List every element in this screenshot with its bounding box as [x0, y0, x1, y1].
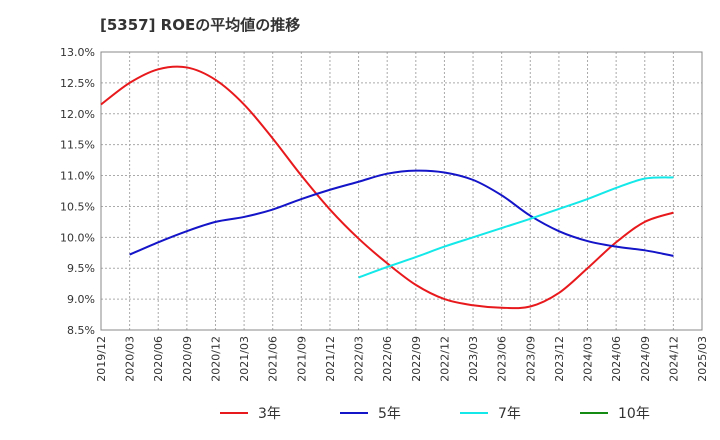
series-layer	[100, 65, 674, 310]
y-tick-label: 13.0%	[60, 46, 95, 59]
legend: 3年 5年 7年 10年	[220, 403, 700, 423]
y-tick-label: 8.5%	[67, 324, 95, 337]
y-tick-label: 11.0%	[60, 170, 95, 183]
x-tick-label: 2024/06	[610, 336, 623, 382]
legend-swatch	[340, 412, 368, 414]
y-tick-label: 10.5%	[60, 200, 95, 213]
legend-label: 5年	[378, 406, 401, 422]
x-tick-label: 2020/12	[209, 336, 222, 382]
y-tick-label: 12.0%	[60, 108, 95, 121]
x-tick-label: 2021/06	[267, 336, 280, 382]
x-tick-label: 2022/06	[381, 336, 394, 382]
series-line-0	[100, 65, 674, 310]
legend-item: 10年	[580, 403, 700, 423]
x-tick-label: 2023/03	[467, 336, 480, 382]
x-tick-label: 2024/12	[667, 336, 680, 382]
x-tick-label: 2021/12	[324, 336, 337, 382]
x-tick-label: 2020/06	[152, 336, 165, 382]
legend-swatch	[580, 412, 608, 414]
legend-item: 5年	[340, 403, 460, 423]
x-tick-label: 2023/06	[496, 336, 509, 382]
series-line-1	[129, 169, 674, 257]
x-tick-label: 2022/03	[353, 336, 366, 382]
y-tick-label: 11.5%	[60, 139, 95, 152]
y-tick-label: 9.5%	[67, 262, 95, 275]
x-tick-label: 2020/09	[181, 336, 194, 382]
legend-label: 7年	[498, 406, 521, 422]
chart-title: [5357] ROEの平均値の推移	[100, 16, 301, 34]
plot-frame	[100, 51, 703, 331]
x-tick-label: 2019/12	[95, 336, 108, 382]
legend-label: 3年	[258, 406, 281, 422]
x-tick-label: 2024/09	[639, 336, 652, 382]
x-tick-label: 2025/03	[696, 336, 709, 382]
x-tick-label: 2023/12	[553, 336, 566, 382]
x-tick-label: 2024/03	[582, 336, 595, 382]
y-tick-label: 10.0%	[60, 231, 95, 244]
x-tick-label: 2021/03	[238, 336, 251, 382]
legend-swatch	[220, 412, 248, 414]
grid-layer	[100, 51, 703, 331]
legend-item: 7年	[460, 403, 580, 423]
legend-label: 10年	[618, 406, 650, 422]
legend-swatch	[460, 412, 488, 414]
legend-item: 3年	[220, 403, 340, 423]
x-tick-label: 2022/12	[438, 336, 451, 382]
x-tick-label: 2021/09	[295, 336, 308, 382]
y-tick-label: 12.5%	[60, 77, 95, 90]
axis-layer: 8.5% 9.0% 9.5% 10.0% 10.5% 11.0% 11.5% 12.0% 12.…	[60, 46, 709, 382]
series-line-2	[358, 176, 674, 279]
x-tick-label: 2023/09	[524, 336, 537, 382]
y-tick-label: 9.0%	[67, 293, 95, 306]
x-tick-label: 2020/03	[124, 336, 137, 382]
x-tick-label: 2022/09	[410, 336, 423, 382]
